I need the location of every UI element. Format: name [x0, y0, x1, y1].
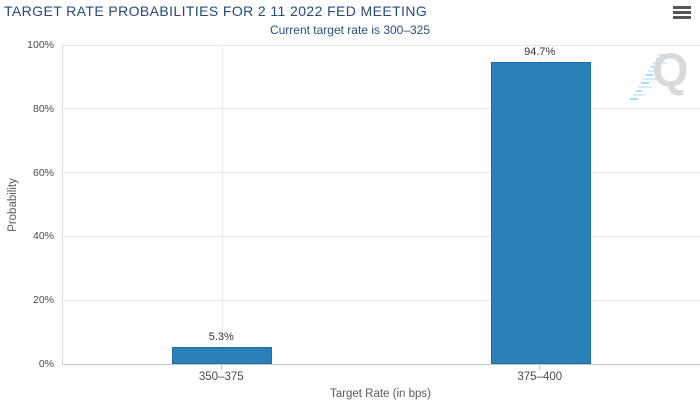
x-gridline	[221, 45, 223, 364]
x-axis-category-label: 350–375	[198, 371, 244, 383]
y-gridline	[63, 108, 700, 110]
bar-data-label: 94.7%	[524, 45, 556, 58]
hamburger-bar	[673, 11, 691, 14]
x-axis-title: Target Rate (in bps)	[330, 388, 431, 400]
y-axis-tick-label: 100%	[27, 39, 54, 51]
hamburger-bar	[673, 16, 691, 19]
y-gridline	[63, 172, 700, 174]
y-gridline	[63, 44, 700, 46]
chart-subtitle: Current target rate is 300–325	[269, 23, 431, 37]
y-axis-tick-label: 0%	[38, 358, 54, 370]
probability-bar[interactable]	[490, 61, 591, 364]
y-axis-tick-label: 60%	[32, 166, 54, 179]
x-axis-tick	[220, 365, 222, 370]
y-axis-title: Probability	[7, 178, 19, 232]
chart-title: TARGET RATE PROBABILITIES FOR 2 11 2022 …	[4, 3, 428, 19]
y-axis-tick-label: 20%	[32, 294, 54, 307]
y-axis-tick-label: 80%	[32, 102, 54, 115]
probability-bar[interactable]	[172, 347, 273, 364]
y-axis-tick-label: 40%	[32, 230, 54, 243]
hamburger-bar	[673, 6, 691, 9]
plot-area	[62, 44, 700, 365]
x-axis-category-label: 375–400	[517, 371, 563, 383]
y-gridline	[63, 299, 700, 301]
x-axis-tick	[539, 365, 541, 370]
bar-data-label: 5.3%	[208, 331, 234, 344]
hamburger-menu-icon[interactable]	[673, 6, 691, 20]
y-gridline	[63, 235, 700, 237]
